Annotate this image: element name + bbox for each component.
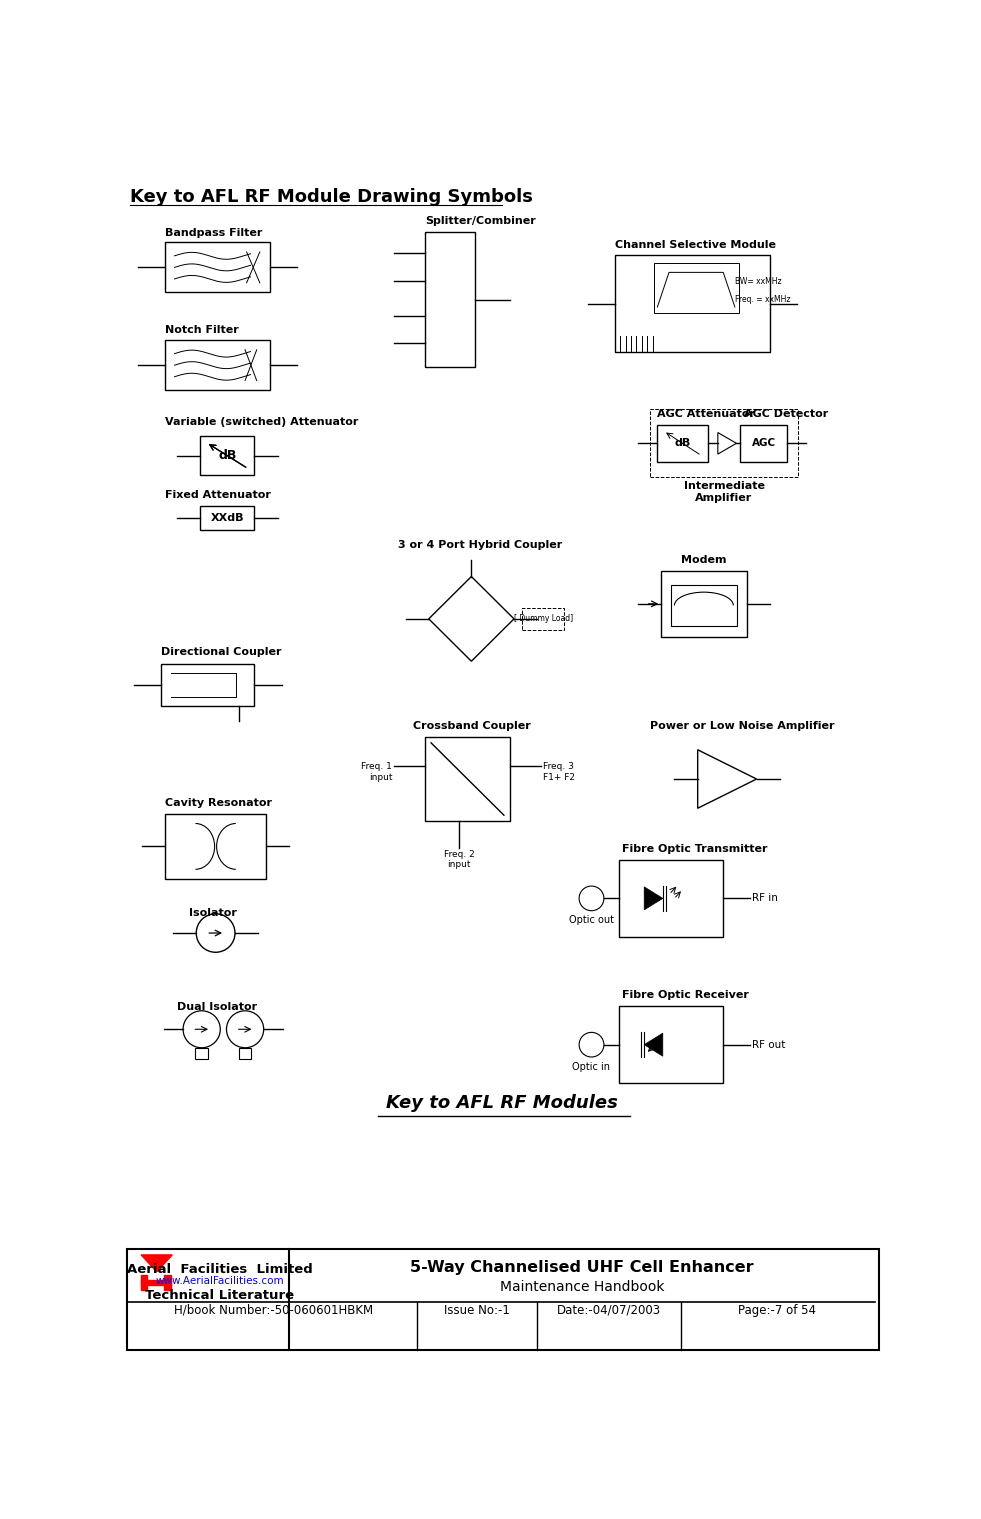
Bar bbox=[165, 243, 270, 292]
Text: dB: dB bbox=[675, 439, 691, 448]
Text: AGC Attenuator: AGC Attenuator bbox=[657, 410, 755, 419]
Bar bbox=[239, 1048, 251, 1059]
Text: dB: dB bbox=[218, 450, 236, 462]
Text: Notch Filter: Notch Filter bbox=[165, 325, 239, 334]
Text: Key to AFL RF Module Drawing Symbols: Key to AFL RF Module Drawing Symbols bbox=[130, 188, 534, 207]
Text: Freq. 2
input: Freq. 2 input bbox=[443, 849, 475, 869]
Bar bbox=[425, 737, 510, 822]
Text: Intermediate
Amplifier: Intermediate Amplifier bbox=[684, 482, 764, 503]
Text: Fibre Optic Receiver: Fibre Optic Receiver bbox=[623, 990, 749, 1000]
Text: H/book Number:-50-060601HBKM: H/book Number:-50-060601HBKM bbox=[175, 1303, 374, 1317]
Text: Date:-04/07/2003: Date:-04/07/2003 bbox=[556, 1303, 660, 1317]
Text: AGC Detector: AGC Detector bbox=[745, 410, 828, 419]
Bar bbox=[661, 571, 747, 636]
Text: Crossband Coupler: Crossband Coupler bbox=[413, 720, 531, 731]
Text: 3 or 4 Port Hybrid Coupler: 3 or 4 Port Hybrid Coupler bbox=[397, 539, 562, 550]
Text: 5-Way Channelised UHF Cell Enhancer: 5-Way Channelised UHF Cell Enhancer bbox=[410, 1261, 754, 1276]
Text: Freq. 3
F1+ F2: Freq. 3 F1+ F2 bbox=[542, 763, 575, 782]
Polygon shape bbox=[645, 887, 663, 910]
Text: Dual Isolator: Dual Isolator bbox=[177, 1003, 257, 1012]
Text: Channel Selective Module: Channel Selective Module bbox=[615, 240, 776, 251]
Bar bbox=[425, 232, 475, 368]
Text: Key to AFL RF Modules: Key to AFL RF Modules bbox=[387, 1095, 618, 1112]
Text: Optic in: Optic in bbox=[573, 1062, 610, 1071]
Bar bbox=[671, 585, 737, 626]
Text: Optic out: Optic out bbox=[569, 916, 614, 925]
Text: Bandpass Filter: Bandpass Filter bbox=[165, 228, 263, 237]
Bar bbox=[615, 255, 770, 352]
Bar bbox=[619, 1006, 723, 1083]
Text: Splitter/Combiner: Splitter/Combiner bbox=[425, 216, 536, 226]
Bar bbox=[162, 664, 254, 706]
Bar bbox=[649, 410, 799, 477]
Text: Fixed Attenuator: Fixed Attenuator bbox=[165, 489, 271, 500]
Text: Fibre Optic Transmitter: Fibre Optic Transmitter bbox=[623, 843, 768, 854]
Text: Modem: Modem bbox=[681, 554, 727, 565]
Bar bbox=[195, 1048, 208, 1059]
Bar bbox=[657, 425, 707, 462]
Text: AGC: AGC bbox=[751, 439, 776, 448]
Text: Directional Coupler: Directional Coupler bbox=[162, 647, 282, 658]
Bar bbox=[741, 425, 787, 462]
Bar bbox=[619, 860, 723, 937]
Text: Power or Low Noise Amplifier: Power or Low Noise Amplifier bbox=[649, 720, 834, 731]
Bar bbox=[653, 263, 739, 313]
Bar bbox=[522, 608, 564, 630]
Polygon shape bbox=[141, 1255, 173, 1271]
Text: Freq. = xxMHz: Freq. = xxMHz bbox=[735, 296, 791, 304]
Text: Isolator: Isolator bbox=[188, 908, 236, 917]
Bar bbox=[165, 1274, 171, 1290]
Text: [ Dummy Load]: [ Dummy Load] bbox=[513, 614, 573, 623]
Text: Aerial  Facilities  Limited: Aerial Facilities Limited bbox=[127, 1262, 312, 1276]
Text: XXdB: XXdB bbox=[211, 513, 244, 523]
Text: Technical Literature: Technical Literature bbox=[145, 1288, 294, 1302]
Polygon shape bbox=[645, 1033, 663, 1056]
Bar bbox=[141, 1279, 171, 1285]
Text: Page:-7 of 54: Page:-7 of 54 bbox=[739, 1303, 816, 1317]
Text: Issue No:-1: Issue No:-1 bbox=[443, 1303, 510, 1317]
Text: Cavity Resonator: Cavity Resonator bbox=[165, 797, 273, 808]
Text: RF out: RF out bbox=[751, 1039, 786, 1050]
Text: Variable (switched) Attenuator: Variable (switched) Attenuator bbox=[165, 418, 359, 427]
Text: Freq. 1
input: Freq. 1 input bbox=[361, 763, 392, 782]
Bar bbox=[127, 1249, 879, 1350]
Text: Maintenance Handbook: Maintenance Handbook bbox=[500, 1279, 664, 1294]
Bar bbox=[200, 506, 254, 530]
Text: RF in: RF in bbox=[751, 893, 778, 904]
Bar bbox=[141, 1274, 147, 1290]
Text: BW= xxMHz: BW= xxMHz bbox=[735, 276, 782, 286]
Bar bbox=[165, 340, 270, 390]
Text: www.AerialFacilities.com: www.AerialFacilities.com bbox=[155, 1276, 284, 1287]
Bar bbox=[165, 814, 266, 880]
Bar bbox=[200, 436, 254, 475]
